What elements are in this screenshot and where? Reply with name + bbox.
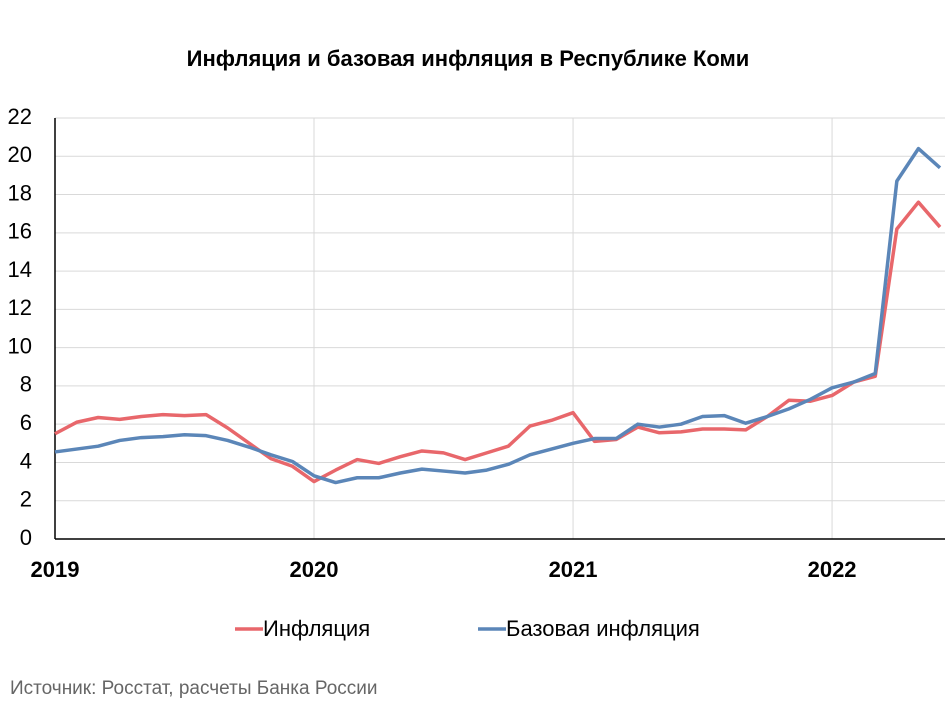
- x-tick-label: 2021: [549, 557, 598, 582]
- y-tick-label: 6: [20, 410, 32, 435]
- y-tick-label: 22: [8, 104, 32, 129]
- y-tick-label: 18: [8, 180, 32, 205]
- y-tick-label: 14: [8, 257, 32, 282]
- y-tick-label: 2: [20, 487, 32, 512]
- y-tick-label: 16: [8, 219, 32, 244]
- x-tick-label: 2022: [808, 557, 857, 582]
- chart-title: Инфляция и базовая инфляция в Республике…: [187, 46, 750, 71]
- x-tick-label: 2019: [31, 557, 80, 582]
- data-line: [54, 146, 942, 485]
- y-tick-label: 4: [20, 448, 32, 473]
- y-tick-label: 12: [8, 295, 32, 320]
- x-tick-label: 2020: [290, 557, 339, 582]
- y-tick-label: 10: [8, 333, 32, 358]
- y-tick-label: 0: [20, 525, 32, 550]
- y-tick-label: 8: [20, 372, 32, 397]
- legend-label: Инфляция: [263, 616, 370, 641]
- legend-label: Базовая инфляция: [506, 616, 700, 641]
- y-tick-label: 20: [8, 142, 32, 167]
- data-line: [54, 200, 942, 484]
- source-note: Источник: Росстат, расчеты Банка России: [10, 678, 378, 699]
